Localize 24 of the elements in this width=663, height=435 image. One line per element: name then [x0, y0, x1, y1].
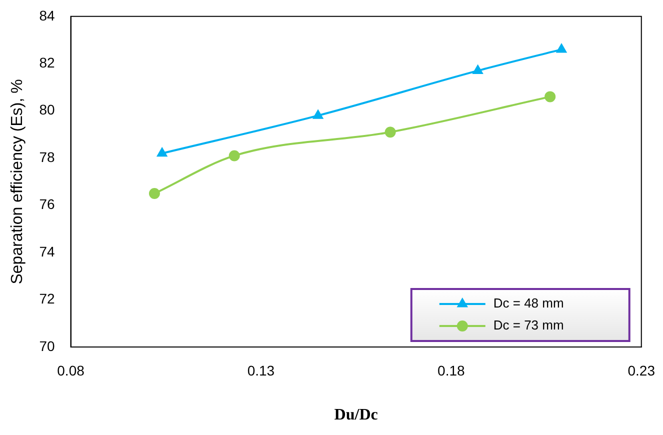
- point: [472, 65, 483, 74]
- point: [148, 188, 160, 200]
- legend-label: Dc = 48 mm: [493, 296, 564, 311]
- x-tick-label: 0.08: [57, 362, 85, 378]
- point: [384, 126, 396, 138]
- y-axis-title: Separation efficiency (Es), %: [9, 79, 26, 284]
- y-tick-label: 82: [39, 54, 55, 70]
- point: [556, 44, 566, 53]
- point: [228, 150, 240, 162]
- point: [157, 148, 167, 157]
- y-tick-label: 70: [39, 338, 55, 354]
- legend-label: Dc = 73 mm: [493, 318, 564, 333]
- y-tick-label: 84: [39, 7, 55, 24]
- point: [544, 91, 556, 102]
- y-tick-label: 78: [39, 148, 55, 165]
- x-tick-label: 0.18: [438, 362, 466, 378]
- x-tick-label: 0.13: [247, 362, 275, 378]
- x-axis-title: Du/Dc: [334, 406, 378, 424]
- y-tick-label: 72: [39, 290, 55, 307]
- y-tick-label: 80: [39, 102, 55, 118]
- x-tick-label: 0.23: [628, 362, 656, 378]
- y-tick-label: 76: [39, 196, 55, 212]
- point: [313, 110, 323, 119]
- y-tick-label: 74: [39, 243, 55, 260]
